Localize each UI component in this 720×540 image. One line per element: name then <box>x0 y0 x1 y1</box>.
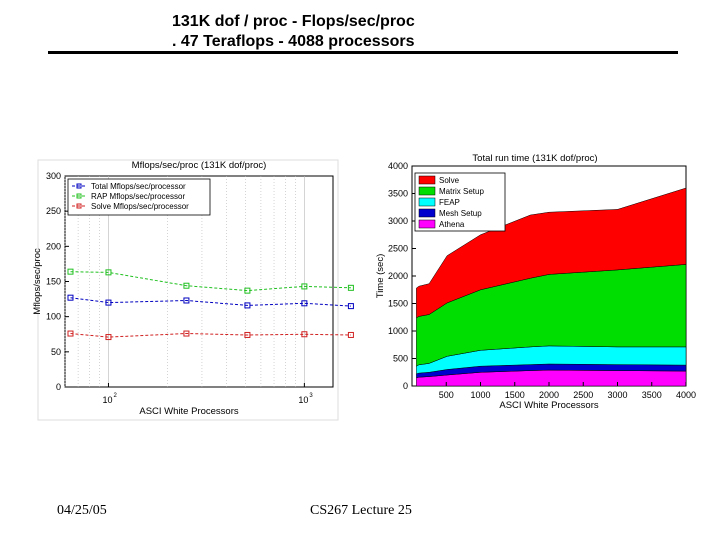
chart1-data-point <box>67 330 74 337</box>
chart1-data-point <box>105 334 112 341</box>
chart2-x-tick-label: 1500 <box>505 390 525 400</box>
chart2-y-tick-label: 2000 <box>388 271 408 281</box>
slide-title-line-1: 131K dof / proc - Flops/sec/proc <box>172 13 415 30</box>
chart1-y-tick-label: 50 <box>51 347 61 357</box>
chart2-x-tick-label: 2500 <box>573 390 593 400</box>
chart1-y-tick-label: 150 <box>46 277 61 287</box>
chart1-data-point <box>183 282 190 289</box>
chart2-y-tick-label: 3500 <box>388 189 408 199</box>
chart2-y-tick-label: 1000 <box>388 326 408 336</box>
chart2-x-tick-label: 1000 <box>470 390 490 400</box>
chart2-y-axis-label: Time (sec) <box>375 254 386 299</box>
chart1-data-point <box>347 284 354 291</box>
chart2-x-tick-label: 3000 <box>607 390 627 400</box>
chart1-x-tick-label: 10 <box>298 395 308 405</box>
footer-lecture: CS267 Lecture 25 <box>310 503 412 518</box>
chart1-data-point <box>301 331 308 338</box>
chart2-legend-swatch <box>418 197 436 207</box>
chart1-x-tick-exponent: 2 <box>113 393 117 399</box>
chart1-y-tick-label: 250 <box>46 206 61 216</box>
chart1-data-point <box>67 268 74 275</box>
chart1-legend <box>67 178 211 216</box>
chart1-legend-swatch-marker <box>76 193 82 199</box>
slide-title: 131K dof / proc - Flops/sec/proc . 47 Te… <box>172 12 415 52</box>
chart1-data-point <box>183 330 190 337</box>
chart2-y-tick-label: 4000 <box>388 161 408 171</box>
chart2-legend-swatch <box>418 219 436 229</box>
chart2-legend-swatch <box>418 186 436 196</box>
slide-title-line-2: . 47 Teraflops - 4088 processors <box>172 33 415 50</box>
chart1-legend-swatch-marker <box>76 183 82 189</box>
chart2-legend-label: Solve <box>439 176 460 185</box>
chart1-series-line <box>70 332 351 338</box>
chart1-legend-swatch-marker <box>76 203 82 209</box>
chart1-y-tick-label: 300 <box>46 171 61 181</box>
footer-date: 04/25/05 <box>57 503 107 518</box>
chart2-legend-swatch <box>418 208 436 218</box>
chart1-y-tick-label: 200 <box>46 241 61 251</box>
chart1-data-point <box>105 269 112 276</box>
chart1-data-point <box>244 302 251 309</box>
chart1-x-axis-label: ASCI White Processors <box>139 406 238 417</box>
chart1-legend-label: RAP Mflops/sec/processor <box>91 192 185 201</box>
chart2-y-tick-label: 500 <box>393 354 408 364</box>
chart1-data-point <box>347 303 354 310</box>
chart2-x-tick-label: 500 <box>439 390 454 400</box>
chart2-legend-label: Matrix Setup <box>439 187 484 196</box>
chart2-y-tick-label: 3000 <box>388 216 408 226</box>
chart1-series-line <box>70 297 351 307</box>
chart1-y-tick-label: 0 <box>56 382 61 392</box>
chart1-data-point <box>67 294 74 301</box>
chart2-legend-label: Athena <box>439 220 465 229</box>
chart1-data-point <box>105 299 112 306</box>
chart2-legend-label: Mesh Setup <box>439 209 482 218</box>
chart1-legend-label: Total Mflops/sec/processor <box>91 182 186 191</box>
chart1-x-tick-exponent: 3 <box>309 393 313 399</box>
chart2-x-tick-label: 2000 <box>539 390 559 400</box>
chart1-data-point <box>347 331 354 338</box>
chart2-y-tick-label: 1500 <box>388 299 408 309</box>
chart2-x-tick-label: 3500 <box>642 390 662 400</box>
chart1-data-point <box>301 283 308 290</box>
chart2-area-solve <box>416 187 687 319</box>
chart1-series-line <box>70 271 351 292</box>
chart1-data-point <box>183 297 190 304</box>
title-divider <box>48 51 678 54</box>
chart1-y-tick-label: 100 <box>46 312 61 322</box>
chart2-x-tick-label: 4000 <box>676 390 696 400</box>
chart1-x-tick-label: 10 <box>102 395 112 405</box>
chart2-y-tick-label: 0 <box>403 381 408 391</box>
chart2-x-axis-label: ASCI White Processors <box>499 400 598 411</box>
chart1-y-axis-label: Mflops/sec/proc <box>32 248 43 315</box>
chart2-title: Total run time (131K dof/proc) <box>472 153 597 164</box>
chart1-data-point <box>244 287 251 294</box>
chart1-title: Mflops/sec/proc (131K dof/proc) <box>132 160 267 171</box>
chart1-data-point <box>301 300 308 307</box>
chart2-legend-label: FEAP <box>439 198 460 207</box>
chart2-y-tick-label: 2500 <box>388 244 408 254</box>
chart1-data-point <box>244 331 251 338</box>
chart1-legend-label: Solve Mflops/sec/processor <box>91 202 189 211</box>
chart2-legend-swatch <box>418 175 436 185</box>
